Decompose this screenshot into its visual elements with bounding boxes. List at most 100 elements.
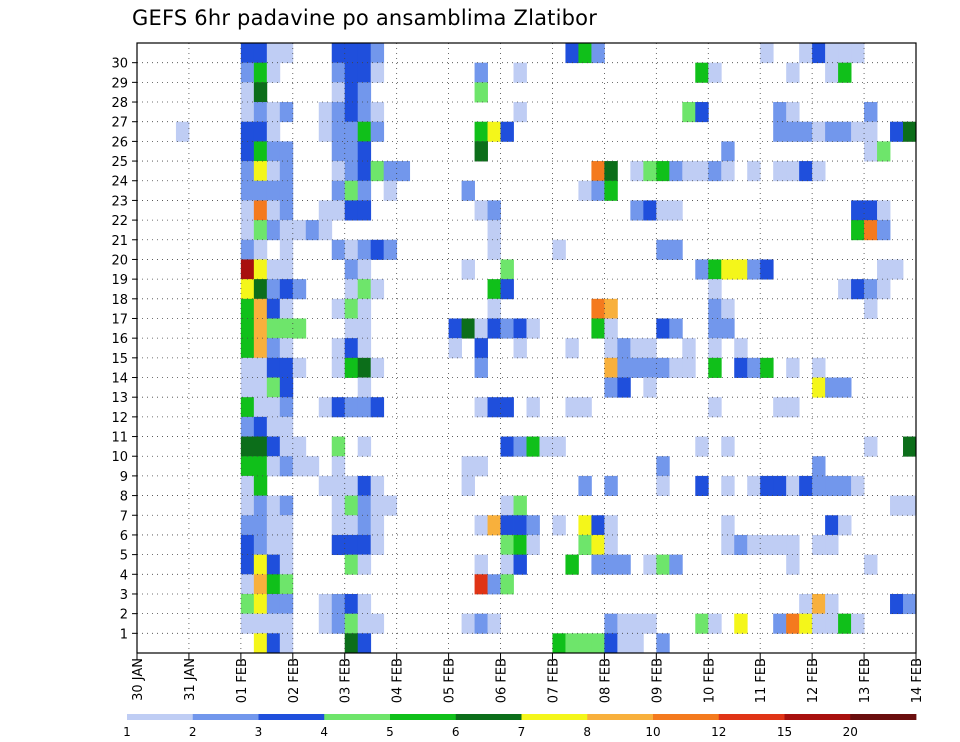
precip-cell: [799, 613, 813, 634]
precip-cell: [578, 633, 592, 654]
precip-cell: [292, 436, 307, 457]
precip-cell: [877, 200, 891, 221]
precip-cell: [708, 161, 722, 182]
y-tick-label: 14: [111, 372, 128, 387]
precip-cell: [279, 239, 294, 260]
precip-cell: [357, 338, 372, 359]
precip-cell: [799, 161, 813, 182]
precipitation-cells: [175, 43, 917, 654]
y-tick-label: 8: [120, 490, 128, 505]
precip-cell: [357, 534, 372, 556]
precip-cell: [825, 43, 839, 64]
legend-label: 7: [518, 725, 526, 739]
precip-cell: [877, 220, 891, 241]
y-tick-label: 21: [111, 234, 128, 249]
precip-cell: [266, 397, 281, 418]
precip-cell: [773, 397, 787, 418]
precip-cell: [331, 62, 346, 83]
precip-cell: [279, 515, 294, 536]
precip-cell: [786, 102, 800, 123]
precip-cell: [461, 456, 475, 477]
precip-cell: [851, 613, 865, 634]
precip-cell: [864, 436, 878, 457]
legend-label: 5: [386, 725, 394, 739]
precip-cell: [240, 495, 255, 516]
precip-cell: [279, 574, 294, 595]
precip-cell: [370, 613, 385, 634]
precip-cell: [864, 141, 878, 162]
y-tick-label: 25: [111, 155, 128, 170]
precip-cell: [344, 141, 359, 162]
precip-cell: [266, 613, 281, 634]
precip-cell: [279, 298, 294, 319]
precip-cell: [812, 377, 826, 398]
precip-cell: [799, 121, 813, 142]
precip-cell: [253, 161, 268, 182]
precip-cell: [812, 43, 826, 64]
precip-cell: [331, 298, 346, 319]
precip-cell: [318, 475, 333, 496]
precip-cell: [357, 82, 372, 103]
precip-cell: [695, 259, 709, 280]
precip-cell: [643, 161, 657, 182]
precip-cell: [565, 338, 579, 359]
precip-cell: [526, 397, 540, 418]
precip-cell: [812, 121, 826, 142]
precip-cell: [357, 633, 372, 654]
precip-cell: [825, 475, 839, 496]
precip-cell: [825, 593, 839, 615]
x-tick-label: 02 FEB: [287, 658, 302, 703]
precip-cell: [318, 613, 333, 634]
precip-cell: [305, 220, 320, 241]
precip-cell: [474, 338, 488, 359]
y-tick-label: 9: [120, 470, 128, 485]
precip-cell: [786, 534, 800, 556]
precip-cell: [487, 121, 501, 142]
precip-cell: [279, 180, 294, 201]
precip-cell: [474, 456, 488, 477]
precip-cell: [721, 161, 735, 182]
precip-cell: [695, 436, 709, 457]
precip-cell: [279, 259, 294, 280]
precip-cell: [786, 161, 800, 182]
precip-cell: [253, 82, 268, 103]
precip-cell: [604, 357, 618, 378]
precip-cell: [253, 338, 268, 359]
precip-cell: [331, 613, 346, 634]
precip-cell: [799, 43, 813, 64]
precip-cell: [292, 456, 307, 477]
precip-cell: [461, 613, 475, 634]
x-tick-label: 12 FEB: [806, 658, 821, 703]
precip-cell: [682, 338, 696, 359]
precip-cell: [591, 318, 605, 339]
precip-cell: [240, 436, 255, 457]
precip-cell: [318, 220, 333, 241]
precip-cell: [240, 554, 255, 575]
precip-cell: [838, 613, 852, 634]
precip-cell: [617, 357, 631, 378]
precip-cell: [279, 554, 294, 575]
precip-cell: [851, 279, 865, 300]
precip-cell: [357, 62, 372, 83]
precip-cell: [279, 220, 294, 241]
precip-cell: [630, 200, 644, 221]
precip-cell: [487, 318, 501, 339]
precip-cell: [591, 633, 605, 654]
legend-label: 2: [189, 725, 197, 739]
precip-cell: [500, 515, 514, 536]
precip-cell: [799, 593, 813, 615]
precip-cell: [370, 475, 385, 496]
precip-cell: [253, 259, 268, 280]
precip-cell: [370, 515, 385, 536]
precip-cell: [838, 121, 852, 142]
precip-cell: [604, 475, 618, 496]
precip-cell: [838, 279, 852, 300]
precip-cell: [487, 397, 501, 418]
precip-cell: [565, 397, 579, 418]
precip-cell: [773, 121, 787, 142]
precip-cell: [747, 357, 761, 378]
precip-cell: [266, 318, 281, 339]
precip-cell: [513, 515, 527, 536]
precip-cell: [461, 475, 475, 496]
precip-cell: [370, 534, 385, 556]
